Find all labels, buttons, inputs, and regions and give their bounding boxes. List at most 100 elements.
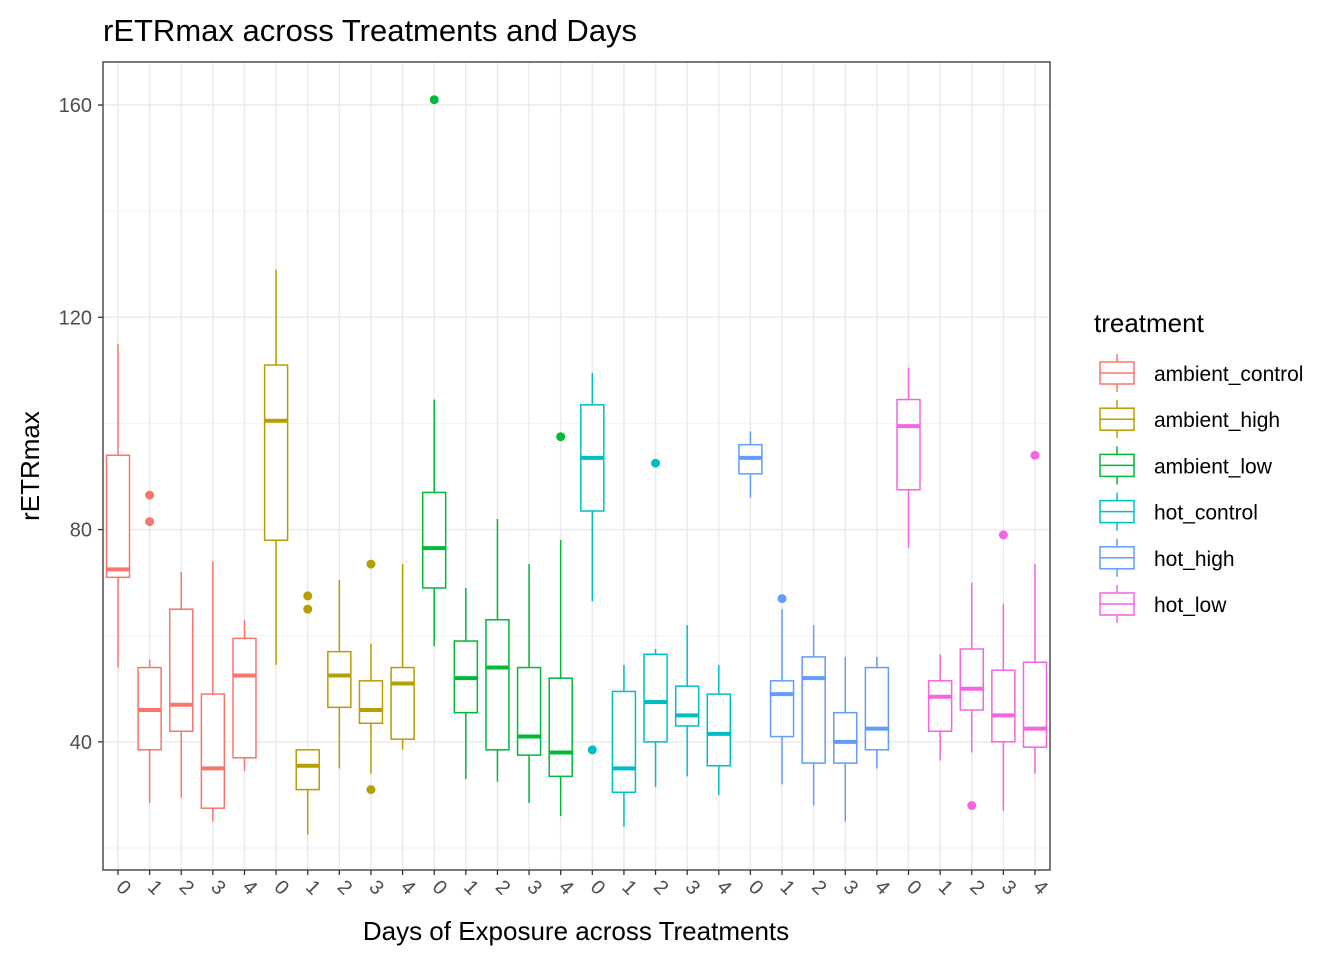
x-tick-label: 0 [112,876,135,899]
legend-items: ambient_control ambient_high ambient_lowho… [1099,354,1303,623]
box-iqr [168,608,194,732]
box-ambient_control-day-4 [232,619,257,772]
x-tick-label: 1 [617,876,640,899]
box-iqr [358,680,384,725]
outlier-point [366,559,376,569]
box-iqr [643,653,668,743]
legend-label: ambient_control [1154,363,1303,386]
y-axis-label: rETRmax [15,411,45,521]
box-iqr [232,637,257,759]
box-ambient_control-day-0 [105,343,131,668]
x-tick-label: 4 [870,876,893,899]
box-iqr [864,666,890,751]
box-hot_high-day-1 [769,594,795,785]
x-tick-label: 4 [396,876,419,899]
box-iqr [200,693,226,809]
box-hot_low-day-4 [1022,450,1048,774]
box-iqr [327,650,352,709]
x-tick-label: 4 [238,876,261,899]
y-tick-label: 160 [59,95,92,117]
outlier-point [967,801,977,811]
x-tick-label: 1 [459,876,482,899]
outlier-point [366,785,376,795]
boxes [105,95,1048,835]
box-iqr [801,656,826,764]
box-iqr [105,454,131,579]
y-tick-label: 80 [70,520,92,542]
outlier-point [777,594,787,604]
box-iqr [263,364,289,541]
box-ambient_low-day-0 [421,95,447,647]
x-tick-label: 0 [744,876,767,899]
box-iqr [769,680,795,738]
x-tick-label: 2 [175,876,198,899]
outlier-point [145,517,155,527]
outlier-point [303,604,313,614]
x-tick-label: 1 [301,876,324,899]
box-hot_low-day-0 [896,367,921,549]
box-hot_high-day-0 [738,431,763,498]
box-iqr [390,666,415,740]
box-ambient_control-day-2 [168,572,194,798]
x-tick-label: 3 [839,876,862,899]
box-iqr [959,648,985,711]
box-ambient_high-day-1 [295,591,320,835]
outlier-point [1030,450,1040,460]
box-iqr [706,693,732,767]
x-tick-label: 2 [649,876,672,899]
box-hot_control-day-0 [580,373,605,755]
box-hot_high-day-2 [801,625,826,806]
legend-item-ambient_control: ambient_control [1099,354,1303,392]
grid-minor [103,210,1050,849]
box-ambient_low-day-1 [453,587,479,780]
legend-label: hot_low [1154,594,1227,617]
plot-panel-border [102,61,1051,871]
x-tick-label: 0 [902,876,925,899]
y-axis: 40 80 120 160 [59,95,103,754]
box-iqr [421,491,447,589]
x-tick-label: 3 [523,876,546,899]
legend: treatment ambient_control ambient_highamb… [1094,308,1303,623]
box-iqr [833,711,858,764]
box-ambient_control-day-3 [200,561,226,822]
box-hot_high-day-3 [833,656,858,822]
box-iqr [896,398,921,491]
outlier-point [556,432,566,442]
box-iqr [611,690,637,794]
box-ambient_high-day-3 [358,559,384,795]
legend-item-hot_low: hot_low [1099,585,1227,623]
outlier-point [651,458,661,468]
legend-label: hot_high [1154,548,1235,571]
box-hot_low-day-2 [959,582,985,811]
legend-item-hot_control: hot_control [1099,492,1258,531]
box-iqr [485,619,510,751]
box-hot_low-day-3 [991,530,1016,811]
x-tick-label: 4 [1029,876,1052,899]
x-tick-label: 2 [807,876,830,899]
chart-title: rETRmax across Treatments and Days [103,13,637,48]
x-axis-label: Days of Exposure across Treatments [363,916,789,946]
box-iqr [548,677,573,778]
box-ambient_high-day-2 [327,579,352,769]
box-iqr [516,666,542,756]
x-tick-label: 0 [428,876,451,899]
box-hot_high-day-4 [864,656,890,769]
outlier-point [303,591,313,601]
box-ambient_control-day-1 [137,490,162,803]
box-hot_control-day-2 [643,458,668,787]
box-ambient_high-day-4 [390,564,415,750]
x-tick-label: 2 [491,876,514,899]
box-hot_control-day-4 [706,664,732,795]
x-tick-label: 1 [934,876,957,899]
box-iqr [1022,661,1048,748]
box-iqr [674,685,700,727]
outlier-point [998,530,1008,540]
x-tick-label: 3 [681,876,704,899]
x-tick-label: 0 [270,876,293,899]
y-tick-label: 120 [59,307,92,329]
legend-title: treatment [1094,308,1205,338]
y-tick-label: 40 [70,732,92,754]
box-iqr [927,680,953,732]
